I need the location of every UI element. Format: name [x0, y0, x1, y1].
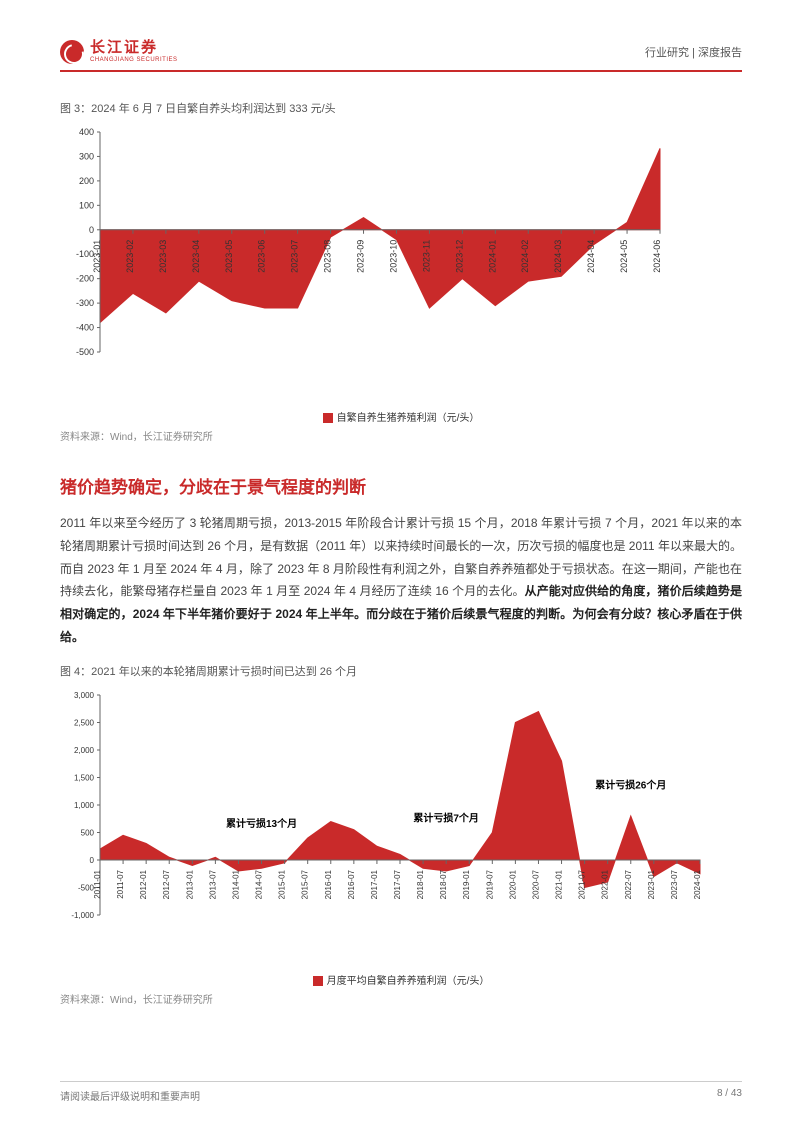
svg-text:2023-03: 2023-03	[158, 240, 168, 273]
svg-text:400: 400	[79, 127, 94, 137]
svg-text:2017-07: 2017-07	[393, 869, 402, 899]
logo-text-en: CHANGJIANG SECURITIES	[90, 57, 178, 64]
svg-text:3,000: 3,000	[74, 691, 95, 700]
svg-text:2016-01: 2016-01	[324, 869, 333, 899]
svg-text:-500: -500	[76, 347, 94, 357]
svg-text:-400: -400	[76, 323, 94, 333]
legend-swatch-icon	[313, 976, 323, 986]
svg-text:2023-06: 2023-06	[257, 240, 267, 273]
logo-icon	[60, 40, 84, 64]
chart2-legend-text: 月度平均自繁自养养殖利润（元/头）	[327, 976, 490, 987]
chart1-legend-text: 自繁自养生猪养殖利润（元/头）	[337, 413, 480, 424]
svg-text:500: 500	[81, 828, 95, 837]
svg-text:2017-01: 2017-01	[370, 869, 379, 899]
svg-text:-200: -200	[76, 274, 94, 284]
chart1-source: 资料来源：Wind，长江证券研究所	[60, 428, 742, 443]
svg-text:2023-11: 2023-11	[421, 240, 431, 272]
svg-text:2023-01: 2023-01	[92, 240, 102, 273]
svg-text:2014-01: 2014-01	[231, 869, 240, 899]
svg-text:1,500: 1,500	[74, 773, 95, 782]
svg-text:2019-01: 2019-01	[462, 869, 471, 899]
svg-text:2,500: 2,500	[74, 718, 95, 727]
svg-text:2022-07: 2022-07	[624, 869, 633, 899]
svg-text:2024-04: 2024-04	[586, 240, 596, 273]
svg-text:2023-10: 2023-10	[388, 240, 398, 273]
svg-text:2023-07: 2023-07	[290, 240, 300, 273]
doc-type: 行业研究 | 深度报告	[645, 44, 742, 60]
svg-text:2011-07: 2011-07	[116, 869, 125, 898]
section-body: 2011 年以来至今经历了 3 轮猪周期亏损，2013-2015 年阶段合计累计…	[60, 512, 742, 649]
chart2-source: 资料来源：Wind，长江证券研究所	[60, 991, 742, 1006]
svg-text:2023-05: 2023-05	[224, 240, 234, 273]
legend-swatch-icon	[323, 413, 333, 423]
chart1-legend: 自繁自养生猪养殖利润（元/头）	[60, 409, 742, 424]
svg-text:2,000: 2,000	[74, 746, 95, 755]
svg-text:2021-01: 2021-01	[555, 869, 564, 899]
svg-text:2024-05: 2024-05	[619, 240, 629, 273]
svg-text:累计亏损26个月: 累计亏损26个月	[595, 778, 666, 791]
svg-text:200: 200	[79, 176, 94, 186]
svg-text:2020-07: 2020-07	[531, 869, 540, 899]
footer-disclaimer: 请阅读最后评级说明和重要声明	[60, 1088, 200, 1103]
footer-page: 8 / 43	[717, 1088, 742, 1103]
chart2: -1,000-50005001,0001,5002,0002,5003,0002…	[60, 685, 742, 987]
svg-text:2020-01: 2020-01	[508, 869, 517, 899]
svg-text:2023-01: 2023-01	[647, 869, 656, 899]
svg-text:2023-09: 2023-09	[356, 240, 366, 273]
svg-text:2023-04: 2023-04	[191, 240, 201, 273]
svg-text:2011-01: 2011-01	[93, 869, 102, 898]
page-footer: 请阅读最后评级说明和重要声明 8 / 43	[60, 1081, 742, 1103]
chart1-caption: 图 3：2024 年 6 月 7 日自繁自养头均利润达到 333 元/头	[60, 100, 742, 116]
svg-text:2014-07: 2014-07	[255, 869, 264, 899]
svg-text:2012-07: 2012-07	[162, 869, 171, 899]
svg-text:累计亏损13个月: 累计亏损13个月	[226, 817, 297, 830]
chart1: -500-400-300-200-10001002003004002023-01…	[60, 122, 742, 424]
svg-text:2023-12: 2023-12	[454, 240, 464, 273]
svg-text:300: 300	[79, 151, 94, 161]
logo: 长江证券 CHANGJIANG SECURITIES	[60, 40, 178, 64]
svg-text:2024-03: 2024-03	[553, 240, 563, 273]
svg-text:2016-07: 2016-07	[347, 869, 356, 899]
svg-text:2023-07: 2023-07	[670, 869, 679, 899]
svg-text:0: 0	[89, 225, 94, 235]
page-header: 长江证券 CHANGJIANG SECURITIES 行业研究 | 深度报告	[60, 40, 742, 72]
svg-text:2024-01: 2024-01	[693, 869, 702, 899]
svg-text:2018-07: 2018-07	[439, 869, 448, 899]
svg-text:-300: -300	[76, 298, 94, 308]
svg-text:-1,000: -1,000	[71, 911, 94, 920]
svg-text:2023-02: 2023-02	[125, 240, 135, 273]
svg-text:2019-07: 2019-07	[485, 869, 494, 899]
logo-text-cn: 长江证券	[90, 40, 178, 57]
svg-text:2015-01: 2015-01	[278, 869, 287, 899]
svg-text:2022-01: 2022-01	[601, 869, 610, 899]
svg-text:1,000: 1,000	[74, 801, 95, 810]
svg-text:2012-01: 2012-01	[139, 869, 148, 899]
svg-text:100: 100	[79, 200, 94, 210]
svg-text:累计亏损7个月: 累计亏损7个月	[413, 811, 479, 824]
svg-text:2013-01: 2013-01	[185, 869, 194, 899]
svg-text:2015-07: 2015-07	[301, 869, 310, 899]
svg-text:2024-06: 2024-06	[652, 240, 662, 273]
svg-text:2023-08: 2023-08	[323, 240, 333, 273]
svg-text:2018-01: 2018-01	[416, 869, 425, 899]
svg-text:0: 0	[90, 856, 95, 865]
svg-text:2013-07: 2013-07	[208, 869, 217, 899]
section-title: 猪价趋势确定，分歧在于景气程度的判断	[60, 473, 742, 498]
chart2-caption: 图 4：2021 年以来的本轮猪周期累计亏损时间已达到 26 个月	[60, 663, 742, 679]
svg-text:2024-02: 2024-02	[520, 240, 530, 273]
svg-text:2021-07: 2021-07	[578, 869, 587, 899]
svg-text:2024-01: 2024-01	[487, 240, 497, 273]
chart2-legend: 月度平均自繁自养养殖利润（元/头）	[60, 972, 742, 987]
